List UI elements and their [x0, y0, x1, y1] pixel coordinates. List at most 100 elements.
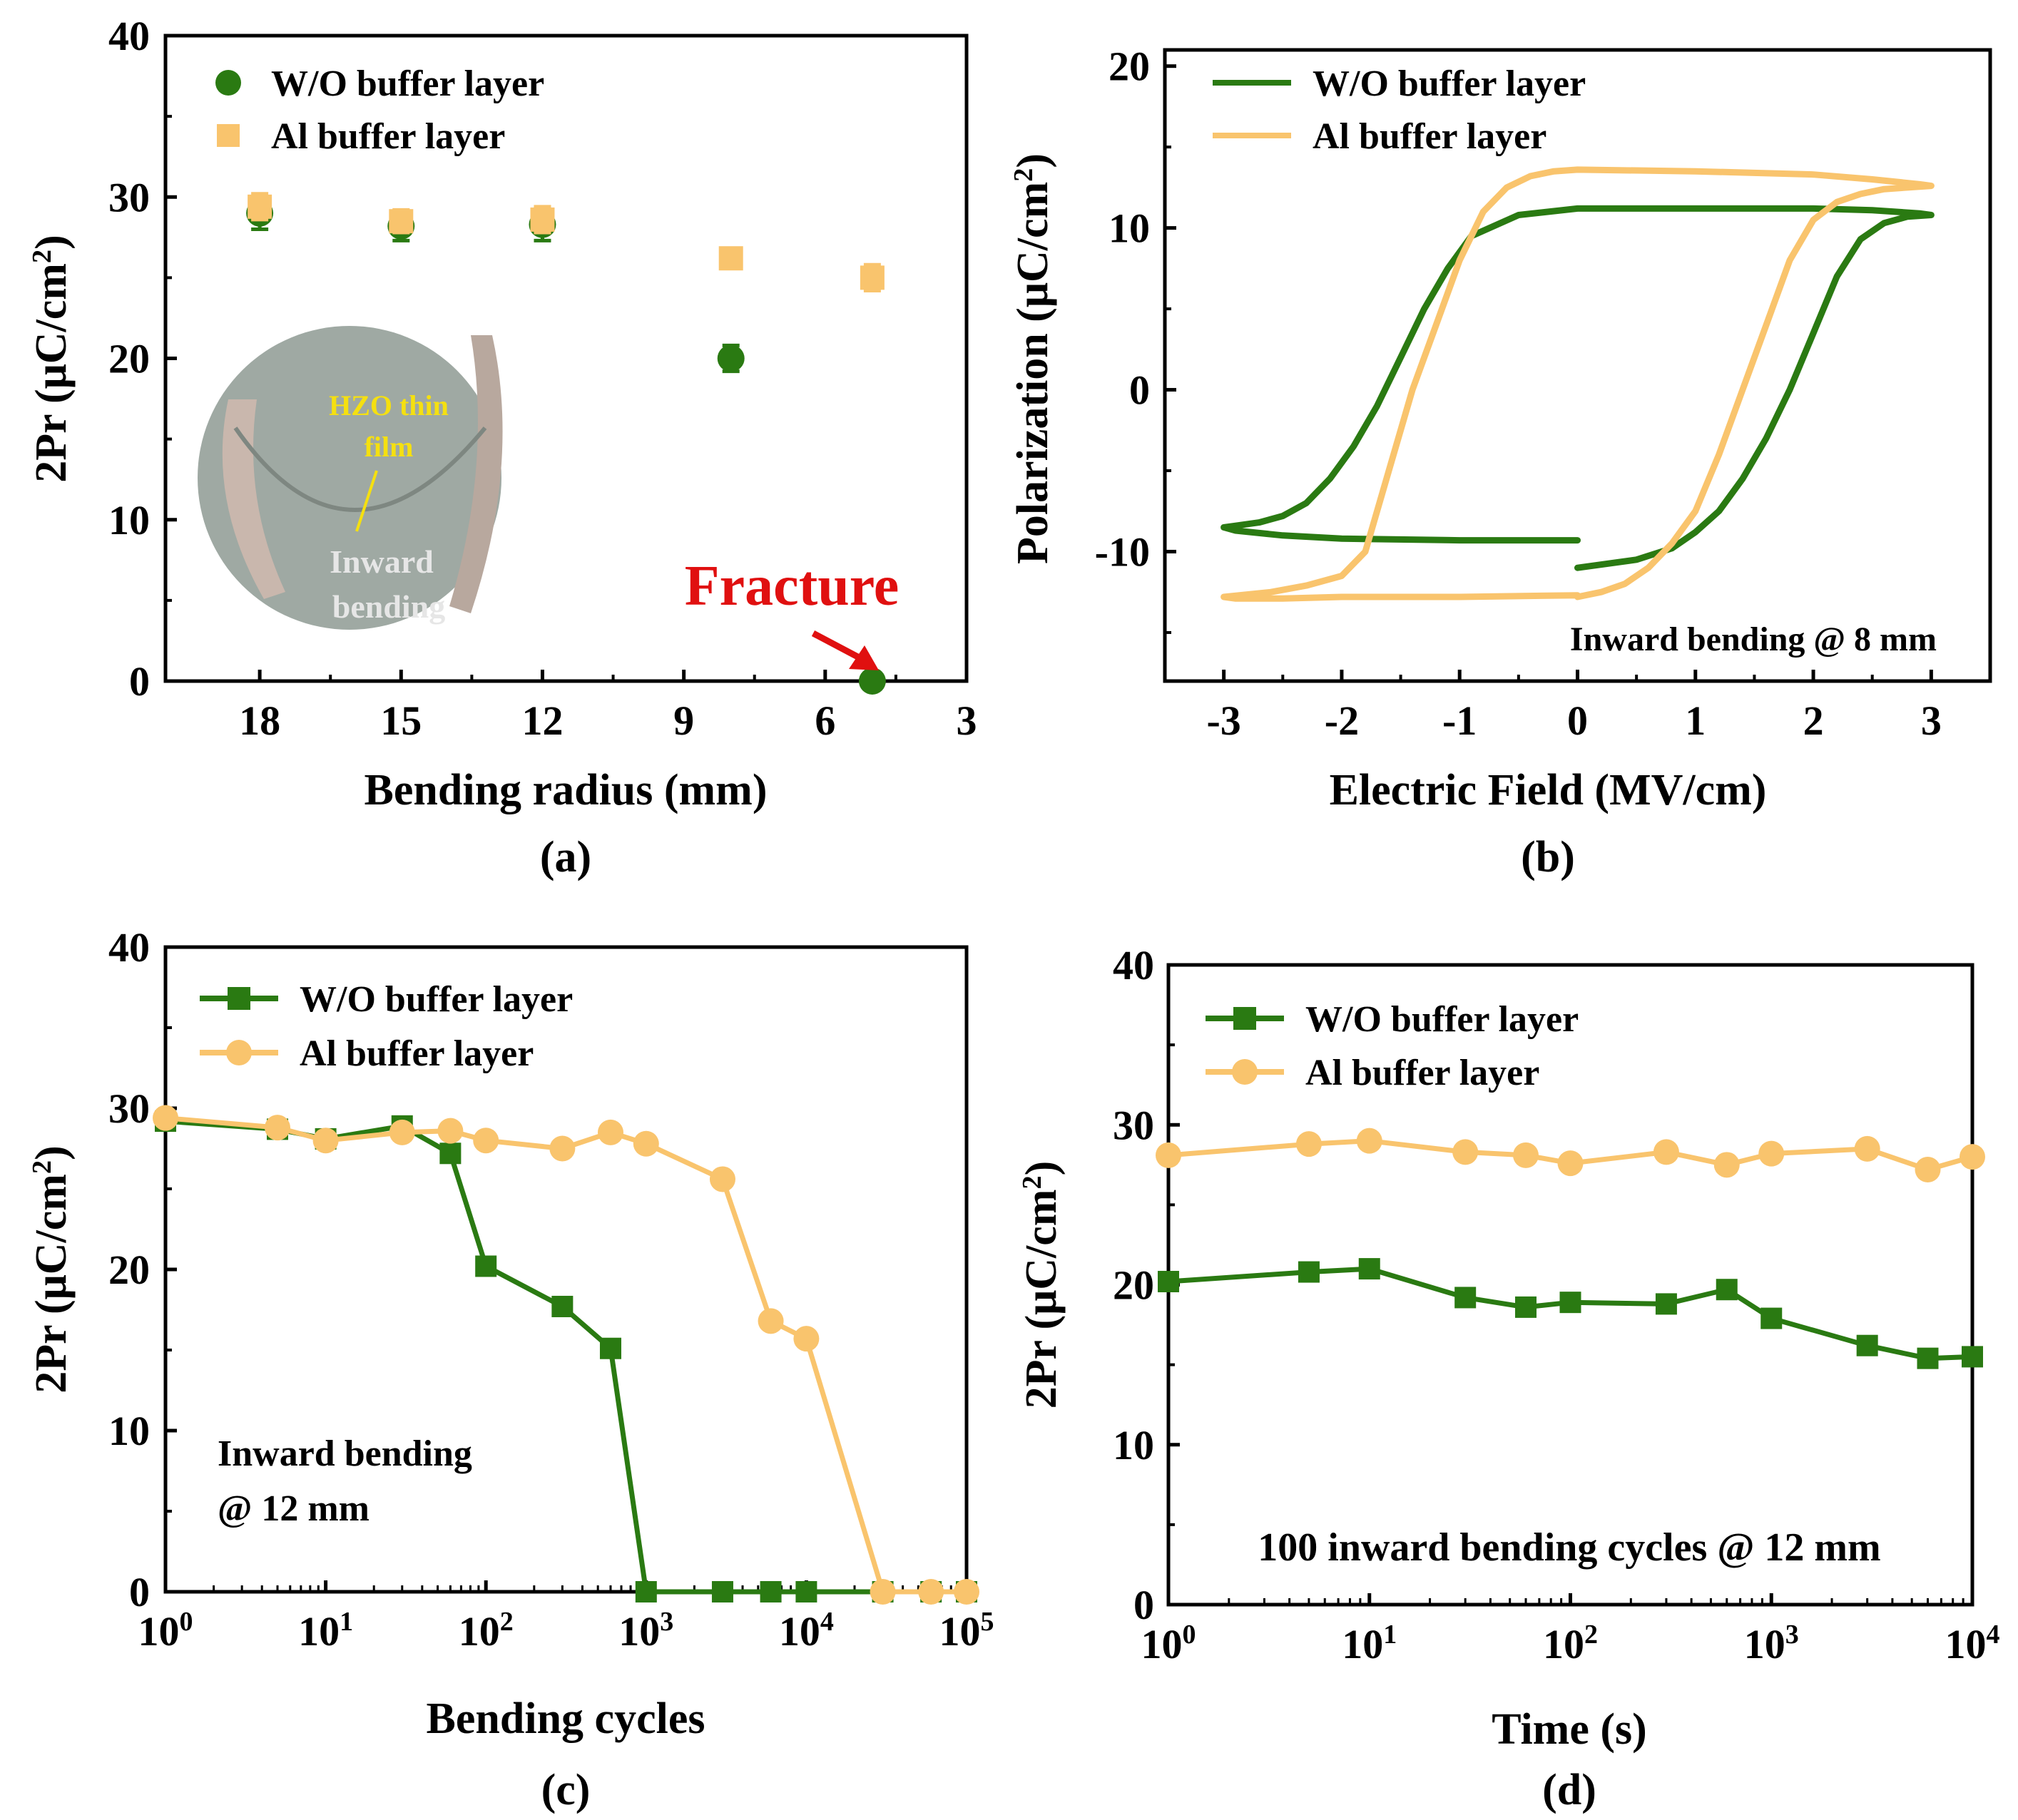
- legend-wo-marker: [228, 987, 250, 1010]
- x-axis-label: Time (s): [1492, 1705, 1647, 1754]
- panel-label: (d): [1542, 1766, 1596, 1814]
- y-tick-label: 40: [1113, 942, 1154, 988]
- x-tick-label: 12: [521, 697, 563, 744]
- plot-frame: [1166, 963, 1974, 1607]
- y-tick-label: 20: [1109, 44, 1150, 90]
- y-tick-label: 10: [108, 1408, 150, 1454]
- annotation-12mm: @ 12 mm: [218, 1488, 370, 1529]
- annotation-100-cycles: 100 inward bending cycles @ 12 mm: [1258, 1525, 1880, 1570]
- data-point-al: [860, 265, 885, 290]
- x-tick-label: 2: [1803, 697, 1824, 744]
- y-tick-label: 30: [1113, 1102, 1154, 1148]
- data-point-wo: [1760, 1307, 1783, 1329]
- annotation-inward-bending: Inward bending: [218, 1433, 472, 1474]
- data-point-al: [153, 1105, 178, 1131]
- data-point-al: [1915, 1157, 1941, 1183]
- x-tick-label: 15: [380, 697, 422, 744]
- data-point-al: [1854, 1135, 1880, 1162]
- legend-al-marker: [226, 1040, 252, 1065]
- data-point-wo: [1559, 1292, 1581, 1314]
- panel-label: (c): [541, 1766, 591, 1814]
- data-point-wo: [717, 344, 745, 372]
- legend-al-marker: [1232, 1059, 1258, 1085]
- y-tick-label: 20: [108, 1247, 150, 1293]
- x-axis-label: Bending cycles: [427, 1694, 705, 1743]
- data-point-wo: [1962, 1346, 1983, 1368]
- y-tick-label: 20: [1113, 1262, 1154, 1309]
- x-tick-label: 100: [1141, 1620, 1196, 1667]
- x-tick-label: 3: [1921, 697, 1942, 744]
- data-point-al: [597, 1119, 623, 1145]
- x-tick-label: 103: [1744, 1620, 1799, 1667]
- data-point-al: [530, 207, 555, 232]
- data-point-al: [918, 1579, 944, 1605]
- data-point-al: [793, 1326, 820, 1352]
- data-point-wo: [1454, 1287, 1477, 1309]
- data-point-wo: [760, 1581, 782, 1602]
- x-tick-label: 1: [1685, 697, 1706, 744]
- data-point-wo: [1655, 1293, 1677, 1315]
- x-tick-label: 102: [459, 1607, 514, 1655]
- data-point-al: [1356, 1128, 1382, 1154]
- data-point-al: [248, 194, 272, 219]
- legend-wo-label: W/O buffer layer: [1305, 999, 1579, 1040]
- panel-label: (a): [540, 833, 591, 881]
- legend-wo-label: W/O buffer layer: [1313, 63, 1586, 104]
- x-tick-label: 104: [779, 1607, 834, 1655]
- legend-al-marker: [217, 124, 240, 147]
- data-point-wo: [858, 668, 886, 695]
- legend-wo-label: W/O buffer layer: [271, 63, 544, 104]
- hysteresis-loop-al: [1221, 166, 1935, 602]
- data-point-al: [1653, 1139, 1679, 1165]
- x-tick-label: -2: [1325, 697, 1359, 744]
- data-point-al: [1557, 1150, 1584, 1177]
- data-point-al: [437, 1118, 464, 1144]
- inset-label-film: film: [365, 431, 414, 463]
- data-point-wo: [1358, 1258, 1380, 1280]
- y-tick-label: 0: [129, 658, 150, 705]
- inset-label-bending: bending: [332, 588, 446, 625]
- x-tick-label: -3: [1206, 697, 1240, 744]
- data-point-al: [1713, 1152, 1740, 1178]
- y-tick-label: 40: [108, 924, 150, 971]
- data-point-wo: [551, 1295, 574, 1317]
- data-point-wo: [475, 1255, 497, 1277]
- inset-photo-finger-right: [449, 335, 503, 613]
- data-point-al: [954, 1579, 979, 1605]
- inset-label-hzo: HZO thin: [329, 389, 449, 421]
- y-tick-label: 10: [108, 497, 150, 543]
- data-point-al: [1512, 1142, 1539, 1168]
- x-tick-label: 0: [1567, 697, 1588, 744]
- data-point-wo: [1514, 1296, 1537, 1318]
- legend-al-label: Al buffer layer: [271, 116, 505, 157]
- data-point-al: [1452, 1139, 1479, 1165]
- x-tick-label: 18: [239, 697, 280, 744]
- y-tick-label: 20: [108, 336, 150, 382]
- y-tick-label: 40: [108, 13, 150, 59]
- data-point-wo: [635, 1581, 657, 1602]
- data-point-wo: [1716, 1279, 1738, 1301]
- inset-photo-finger-left: [222, 399, 285, 599]
- hysteresis-loop-wo: [1221, 205, 1935, 571]
- x-tick-label: 9: [673, 697, 694, 744]
- y-tick-label: 10: [1109, 205, 1150, 252]
- data-point-al: [718, 246, 743, 271]
- data-point-wo: [711, 1581, 733, 1602]
- data-point-al: [1156, 1142, 1181, 1168]
- y-tick-label: 0: [1129, 367, 1150, 414]
- x-tick-label: 3: [957, 697, 977, 744]
- y-tick-label: 0: [129, 1569, 150, 1615]
- x-tick-label: 102: [1543, 1620, 1598, 1667]
- panel-label: (b): [1521, 833, 1575, 881]
- inset-photo: [198, 326, 501, 630]
- data-point-al: [1960, 1144, 1985, 1170]
- data-point-al: [758, 1308, 784, 1334]
- inset-arrow: [355, 470, 378, 532]
- data-point-al: [473, 1128, 499, 1154]
- legend-al-label: Al buffer layer: [1305, 1053, 1539, 1093]
- data-point-wo: [1917, 1347, 1939, 1369]
- data-point-wo: [1298, 1261, 1320, 1283]
- legend-wo-label: W/O buffer layer: [300, 979, 573, 1020]
